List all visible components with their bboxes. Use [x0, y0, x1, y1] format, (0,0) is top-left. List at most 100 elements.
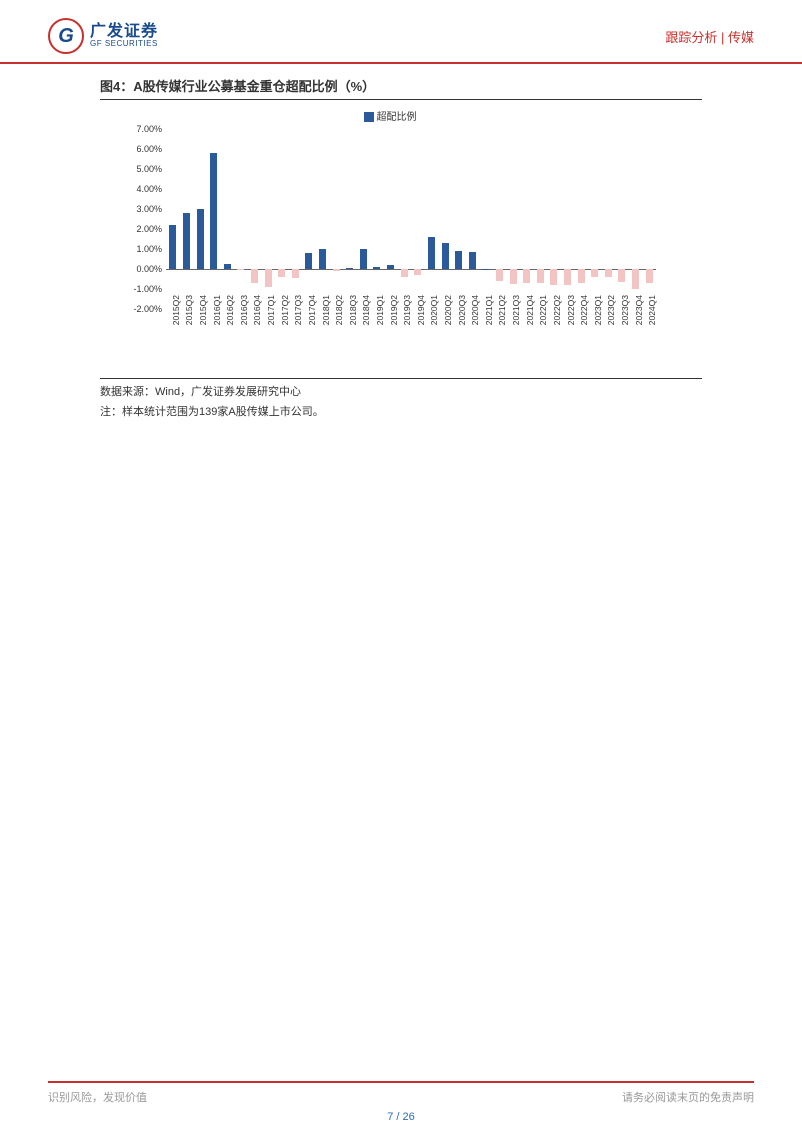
y-tick-label: 1.00% — [136, 244, 162, 254]
chart-bar — [292, 269, 299, 278]
chart-bar — [333, 269, 340, 271]
x-tick-label: 2023Q4 — [634, 295, 644, 325]
x-tick-label: 2016Q2 — [225, 295, 235, 325]
x-tick-label: 2023Q3 — [620, 295, 630, 325]
x-tick-label: 2022Q4 — [579, 295, 589, 325]
y-tick-label: 2.00% — [136, 224, 162, 234]
x-tick-label: 2017Q3 — [293, 295, 303, 325]
chart-bar — [469, 252, 476, 269]
chart-bar — [428, 237, 435, 269]
chart-legend: 超配比例 — [120, 108, 660, 123]
y-tick-label: 6.00% — [136, 144, 162, 154]
chart-bar — [618, 269, 625, 282]
content-area: 图4：A股传媒行业公募基金重仓超配比例（%） 超配比例 7.00% 6.00% 5.… — [0, 64, 802, 419]
chart-bar — [442, 243, 449, 269]
chart-bar — [537, 269, 544, 283]
logo-cn: 广发证券 — [90, 23, 158, 41]
x-tick-label: 2020Q3 — [457, 295, 467, 325]
y-tick-label: -1.00% — [133, 284, 162, 294]
x-tick-label: 2020Q2 — [443, 295, 453, 325]
chart-bar — [305, 253, 312, 269]
x-tick-label: 2018Q4 — [361, 295, 371, 325]
x-tick-label: 2021Q3 — [511, 295, 521, 325]
header-breadcrumb: 跟踪分析 | 传媒 — [665, 27, 754, 46]
legend-swatch — [364, 112, 374, 122]
chart-bar — [482, 269, 489, 270]
y-tick-label: 7.00% — [136, 124, 162, 134]
chart-container: 超配比例 7.00% 6.00% 5.00% 4.00% 3.00% 2.00% 1.00%… — [120, 108, 660, 368]
note-text: 注：样本统计范围为139家A股传媒上市公司。 — [100, 403, 702, 419]
page-header: G 广发证券 GF SECURITIES 跟踪分析 | 传媒 — [0, 0, 802, 64]
chart-bar — [632, 269, 639, 289]
chart-bar — [510, 269, 517, 284]
x-tick-label: 2018Q3 — [348, 295, 358, 325]
x-tick-label: 2016Q4 — [252, 295, 262, 325]
chart-bar — [251, 269, 258, 283]
page-number: 7 / 26 — [0, 1111, 802, 1123]
chart-bar — [646, 269, 653, 283]
chart-bar — [550, 269, 557, 285]
footer-right: 请务必阅读末页的免责声明 — [622, 1089, 754, 1105]
chart-bar — [373, 267, 380, 269]
chart-plot-area: 7.00%6.00%5.00%4.00%3.00%2.00%1.00%0.00%… — [120, 129, 660, 309]
x-tick-label: 2021Q4 — [525, 295, 535, 325]
chart-bar — [319, 249, 326, 269]
chart-bar — [197, 209, 204, 269]
x-tick-label: 2019Q2 — [389, 295, 399, 325]
logo-en: GF SECURITIES — [90, 40, 158, 49]
chart-bar — [237, 269, 244, 270]
x-tick-label: 2020Q1 — [429, 295, 439, 325]
chart-bar — [183, 213, 190, 269]
y-tick-label: 3.00% — [136, 204, 162, 214]
y-tick-label: 0.00% — [136, 264, 162, 274]
chart-bar — [265, 269, 272, 287]
y-tick-label: 4.00% — [136, 184, 162, 194]
x-tick-label: 2021Q2 — [497, 295, 507, 325]
x-tick-label: 2021Q1 — [484, 295, 494, 325]
y-axis: 7.00%6.00%5.00%4.00%3.00%2.00%1.00%0.00%… — [120, 129, 164, 309]
chart-bar — [169, 225, 176, 269]
y-tick-label: 5.00% — [136, 164, 162, 174]
x-tick-label: 2022Q3 — [566, 295, 576, 325]
x-tick-label: 2023Q2 — [606, 295, 616, 325]
chart-bar — [210, 153, 217, 269]
chart-bar — [387, 265, 394, 269]
x-tick-label: 2020Q4 — [470, 295, 480, 325]
chart-title: 图4：A股传媒行业公募基金重仓超配比例（%） — [100, 76, 702, 100]
chart-bar — [605, 269, 612, 277]
chart-bar — [578, 269, 585, 283]
footer-left: 识别风险，发现价值 — [48, 1089, 147, 1105]
x-tick-label: 2019Q1 — [375, 295, 385, 325]
x-tick-label: 2017Q2 — [280, 295, 290, 325]
logo-text: 广发证券 GF SECURITIES — [90, 23, 158, 49]
chart-bar — [455, 251, 462, 269]
x-tick-label: 2016Q1 — [212, 295, 222, 325]
chart-bar — [360, 249, 367, 269]
x-tick-label: 2024Q1 — [647, 295, 657, 325]
x-tick-label: 2022Q1 — [538, 295, 548, 325]
logo-letter: G — [58, 25, 74, 48]
x-tick-label: 2019Q3 — [402, 295, 412, 325]
x-tick-label: 2016Q3 — [239, 295, 249, 325]
plot-region — [166, 129, 656, 309]
chart-bar — [414, 269, 421, 275]
x-tick-label: 2017Q4 — [307, 295, 317, 325]
x-tick-label: 2015Q4 — [198, 295, 208, 325]
y-tick-label: -2.00% — [133, 304, 162, 314]
x-axis-labels: 2015Q22015Q32015Q42016Q12016Q22016Q32016… — [166, 290, 656, 360]
chart-bar — [496, 269, 503, 281]
x-tick-label: 2023Q1 — [593, 295, 603, 325]
x-tick-label: 2022Q2 — [552, 295, 562, 325]
x-tick-label: 2017Q1 — [266, 295, 276, 325]
logo-icon: G — [48, 18, 84, 54]
x-tick-label: 2019Q4 — [416, 295, 426, 325]
x-tick-label: 2018Q2 — [334, 295, 344, 325]
chart-bar — [401, 269, 408, 277]
page-footer: 识别风险，发现价值 请务必阅读末页的免责声明 — [48, 1081, 754, 1105]
chart-bar — [564, 269, 571, 285]
source-text: 数据来源：Wind，广发证券发展研究中心 — [100, 378, 702, 399]
chart-bar — [346, 268, 353, 269]
logo: G 广发证券 GF SECURITIES — [48, 18, 158, 54]
chart-bar — [278, 269, 285, 277]
chart-bar — [523, 269, 530, 283]
